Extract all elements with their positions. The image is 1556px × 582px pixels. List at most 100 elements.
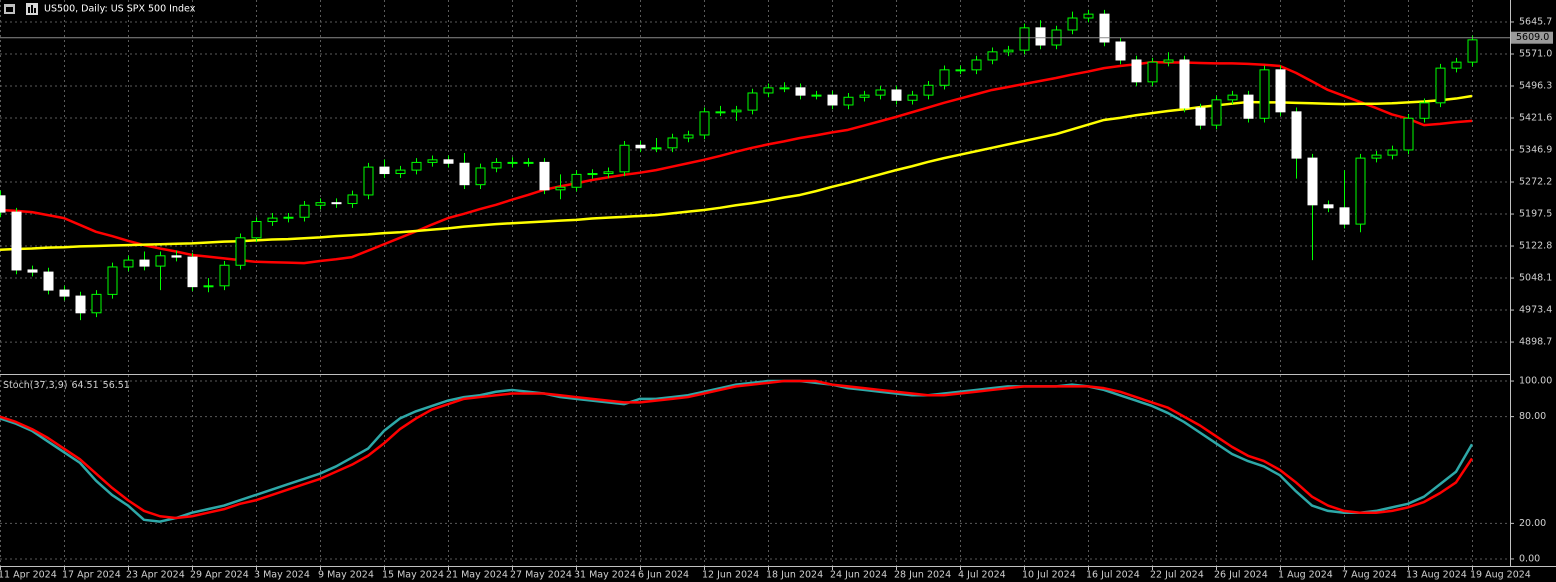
candle-body — [779, 87, 790, 90]
y-tick-label: 5421.6 — [1519, 113, 1552, 124]
symbol-icon-bar — [28, 7, 30, 13]
y-tick-label: 5645.7 — [1519, 16, 1552, 27]
candle-body — [1019, 27, 1030, 51]
candle-body — [171, 255, 182, 258]
candle-body — [1323, 204, 1334, 209]
candle-body — [1003, 49, 1014, 53]
candle-body — [635, 144, 646, 149]
candle-body — [1451, 61, 1462, 69]
y-tick-label: 5048.1 — [1519, 273, 1552, 284]
indicator-line — [0, 379, 1474, 523]
candle-body — [155, 255, 166, 267]
x-tick-label: 1 Aug 2024 — [1278, 570, 1333, 581]
candle-body — [1275, 69, 1286, 113]
candle-body — [267, 217, 278, 223]
x-tick-label: 26 Jul 2024 — [1214, 570, 1268, 581]
candle-body — [715, 111, 726, 114]
candle-body — [1227, 94, 1238, 101]
candle-body — [1147, 61, 1158, 83]
candle-body — [43, 271, 54, 291]
current-price-label: 5609.0 — [1516, 32, 1549, 43]
y-tick-label: 20.00 — [1519, 518, 1546, 529]
candle-body — [587, 173, 598, 176]
y-tick-label: 5272.2 — [1519, 177, 1552, 188]
candle-body — [27, 269, 38, 273]
candle-body — [763, 87, 774, 94]
x-tick-label: 21 May 2024 — [446, 570, 508, 581]
y-tick-label: 100.00 — [1519, 376, 1552, 387]
candle-body — [203, 285, 214, 288]
candle-body — [443, 159, 454, 164]
candle-body — [11, 211, 22, 271]
candle-body — [683, 134, 694, 139]
candle-body — [811, 94, 822, 97]
candle-body — [1435, 67, 1446, 104]
symbol-icon-bar — [34, 8, 36, 13]
candle-body — [283, 216, 294, 219]
x-tick-label: 31 May 2024 — [574, 570, 636, 581]
candle-body — [1339, 207, 1350, 225]
candle-body — [379, 166, 390, 175]
x-tick-label: 11 Apr 2024 — [0, 570, 57, 581]
candle-body — [971, 59, 982, 71]
y-tick-label: 5496.3 — [1519, 80, 1552, 91]
candle-body — [1083, 13, 1094, 19]
candle-body — [747, 92, 758, 111]
candle-body — [187, 256, 198, 288]
candle-body — [107, 266, 118, 295]
y-tick-label: 5122.8 — [1519, 241, 1552, 252]
x-tick-label: 12 Jun 2024 — [702, 570, 759, 581]
candle-body — [1355, 157, 1366, 225]
x-tick-label: 10 Jul 2024 — [1022, 570, 1076, 581]
candle-body — [139, 259, 150, 267]
candle-body — [939, 69, 950, 86]
candle-body — [619, 144, 630, 173]
candle-body — [843, 96, 854, 106]
candle-body — [523, 161, 534, 164]
candle-body — [491, 161, 502, 169]
candle-body — [875, 89, 886, 96]
candle-body — [795, 87, 806, 96]
indicator-reading: Stoch(37,3,9) — [3, 380, 67, 391]
window-icon-inner — [6, 7, 13, 12]
candle-body — [347, 194, 358, 205]
x-tick-label: 17 Apr 2024 — [62, 570, 121, 581]
x-tick-label: 24 Jun 2024 — [830, 570, 887, 581]
candle-body — [75, 295, 86, 314]
candle-body — [555, 186, 566, 191]
x-tick-label: 28 Jun 2024 — [894, 570, 951, 581]
candle-body — [251, 221, 262, 239]
candle-body — [0, 195, 6, 213]
candle-body — [363, 166, 374, 196]
candle-body — [59, 289, 70, 297]
candle-body — [475, 167, 486, 186]
candle-body — [219, 264, 230, 287]
x-tick-label: 9 May 2024 — [318, 570, 374, 581]
x-tick-label: 29 Apr 2024 — [190, 570, 249, 581]
candle-body — [1243, 94, 1254, 119]
candle-body — [507, 161, 518, 164]
y-tick-label: 0.00 — [1519, 553, 1540, 564]
plot-area — [0, 0, 1510, 566]
candle-body — [731, 109, 742, 113]
candle-body — [1307, 157, 1318, 206]
candle-body — [427, 159, 438, 163]
y-tick-label: 4898.7 — [1519, 337, 1552, 348]
candle-body — [923, 84, 934, 96]
x-tick-label: 3 May 2024 — [254, 570, 310, 581]
candle-body — [907, 94, 918, 101]
indicator-reading: 56.51 — [103, 380, 130, 391]
x-tick-label: 15 May 2024 — [382, 570, 444, 581]
candle-body — [603, 171, 614, 175]
candle-body — [1067, 17, 1078, 31]
candle-body — [315, 202, 326, 206]
candle-body — [1291, 111, 1302, 159]
candle-body — [651, 147, 662, 150]
x-tick-label: 6 Jun 2024 — [638, 570, 689, 581]
x-tick-label: 7 Aug 2024 — [1342, 570, 1397, 581]
candle-body — [827, 94, 838, 106]
candle-body — [1211, 99, 1222, 126]
candle-body — [667, 137, 678, 149]
y-tick-label: 5346.9 — [1519, 145, 1552, 156]
